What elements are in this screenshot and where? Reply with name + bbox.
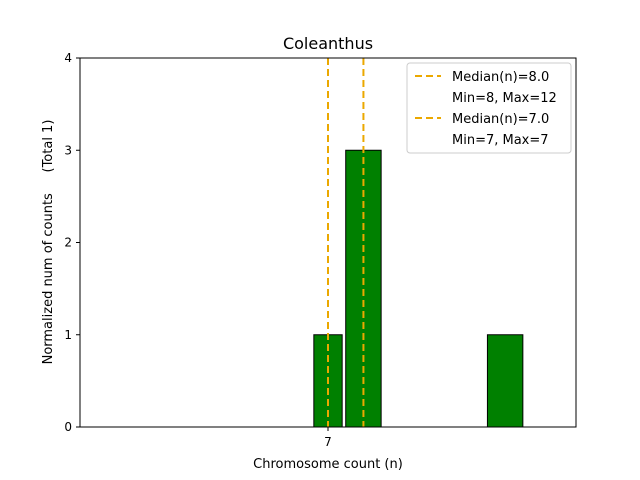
y-tick-label: 2 (64, 236, 72, 250)
y-tick-label: 4 (64, 51, 72, 65)
y-tick-label: 0 (64, 420, 72, 434)
y-tick-label: 3 (64, 143, 72, 157)
histogram-bar-3 (486, 334, 524, 428)
median-line-group (327, 58, 365, 427)
y-tick-label: 1 (64, 328, 72, 342)
legend-box (406, 62, 572, 154)
legend-median-label-1: Median(n)=8.0 (452, 70, 549, 85)
x-axis-label: Chromosome count (n) (253, 457, 403, 472)
x-axis-ticks: 7 (324, 427, 332, 449)
legend-range-label-2: Min=7, Max=7 (452, 133, 549, 148)
legend: Median(n)=8.0 Min=8, Max=12 Median(n)=7.0 M… (406, 62, 572, 154)
legend-range-label-1: Min=8, Max=12 (452, 91, 557, 106)
chart-title: Coleanthus (283, 34, 373, 53)
bar-group (313, 149, 524, 428)
y-axis-label: Normalized num of counts (Total 1) (41, 120, 56, 365)
legend-median-label-2: Median(n)=7.0 (452, 112, 549, 127)
x-tick-label: 7 (324, 435, 332, 449)
y-axis-ticks: 0 1 2 3 4 (64, 51, 80, 434)
